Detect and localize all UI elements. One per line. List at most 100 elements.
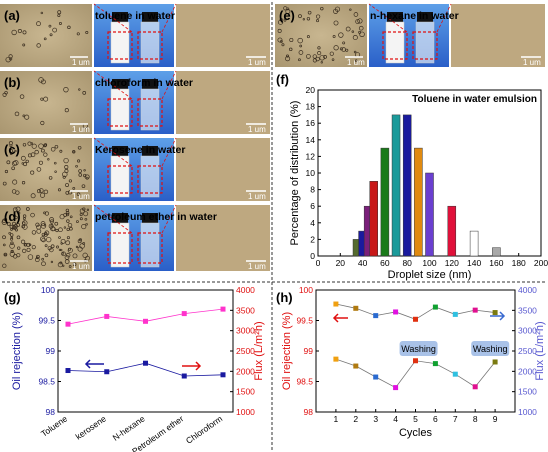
droplet — [30, 170, 35, 175]
droplet — [306, 54, 311, 59]
droplet — [79, 213, 83, 217]
droplet — [9, 233, 14, 237]
zoom-line — [161, 137, 177, 167]
x-tick-label: 7 — [453, 414, 458, 424]
droplet — [21, 181, 26, 185]
droplet — [50, 224, 54, 228]
vial-cap-right — [142, 213, 158, 223]
data-point — [65, 321, 71, 327]
bar — [369, 181, 378, 257]
droplet — [64, 259, 70, 264]
droplet — [10, 228, 13, 231]
droplet — [14, 149, 17, 153]
droplet — [283, 18, 287, 22]
plot-frame — [57, 289, 234, 413]
droplet — [14, 228, 19, 232]
droplet — [30, 152, 36, 158]
droplet — [22, 217, 26, 221]
droplet — [329, 51, 334, 56]
vial-right — [140, 222, 160, 268]
droplet — [5, 56, 11, 63]
droplet — [12, 214, 16, 218]
x-axis-label: Cycles — [399, 427, 433, 439]
droplet — [68, 179, 72, 183]
droplet — [38, 143, 44, 149]
droplet — [323, 55, 327, 59]
data-point — [492, 359, 498, 365]
micrograph-panel-a: (a) toluene in water 1 um 1 um — [0, 3, 270, 67]
droplet — [40, 148, 45, 153]
droplet — [41, 257, 44, 261]
droplet — [64, 169, 69, 173]
droplet — [54, 144, 59, 149]
droplet — [72, 186, 76, 190]
arrow-right-icon — [182, 361, 202, 371]
y-tick-label: 99.5 — [296, 316, 313, 326]
droplet — [62, 175, 66, 179]
droplet — [36, 43, 41, 48]
data-point — [472, 307, 478, 313]
droplet — [332, 35, 336, 38]
droplet — [48, 176, 53, 180]
droplet — [11, 29, 17, 36]
y-tick-label: 16 — [306, 118, 316, 128]
vial-photo — [369, 4, 449, 67]
droplet — [351, 30, 355, 33]
droplet — [68, 265, 72, 268]
vial-photo — [94, 205, 174, 271]
data-point — [413, 358, 418, 364]
arrow-left-icon — [332, 313, 348, 323]
droplet — [10, 241, 14, 245]
droplet — [27, 153, 32, 158]
y2-tick-label: 3500 — [236, 305, 255, 315]
zoom-line — [93, 204, 133, 234]
vial-right — [140, 88, 160, 131]
bar — [425, 172, 434, 257]
droplet — [43, 143, 48, 147]
x-tick-label: N-hexane — [111, 413, 147, 442]
data-point — [393, 309, 399, 315]
droplet — [55, 228, 59, 233]
y-tick-label: 8 — [310, 185, 315, 195]
micrograph-right — [176, 205, 270, 271]
droplet — [9, 152, 13, 155]
droplet — [4, 253, 7, 257]
panel-letter: (h) — [276, 290, 293, 305]
droplet — [36, 228, 42, 234]
data-point — [373, 313, 379, 319]
data-point — [373, 374, 379, 380]
droplet — [298, 14, 302, 19]
droplet — [38, 188, 44, 193]
data-point — [104, 313, 110, 319]
droplet — [355, 19, 361, 24]
data-point — [452, 371, 458, 377]
droplet — [8, 231, 12, 235]
micrograph-panel-b: (b) chloroform in water 1 um 1 um — [0, 70, 270, 134]
droplet — [14, 111, 20, 117]
droplet — [60, 238, 66, 244]
droplet — [43, 152, 48, 157]
scale-label: 1 um — [248, 125, 266, 134]
droplet — [85, 176, 89, 180]
arrow-right-icon — [490, 311, 506, 321]
droplet — [40, 97, 44, 101]
droplet — [57, 10, 62, 15]
data-point — [333, 301, 339, 307]
zoom-line — [161, 204, 177, 234]
y-tick-label: 20 — [306, 85, 316, 95]
vial-right — [415, 21, 435, 64]
droplet — [31, 230, 37, 235]
y-tick-label: 2 — [310, 234, 315, 244]
data-point — [220, 306, 226, 312]
droplet — [281, 43, 285, 47]
droplet — [39, 192, 46, 198]
x-tick-label: 40 — [358, 258, 368, 268]
droplet — [15, 190, 20, 195]
droplet — [57, 13, 61, 17]
micrograph-panel-c: (c) Kerosene in water 1 um 1 um — [0, 137, 270, 201]
droplet — [67, 222, 73, 228]
droplet — [2, 92, 7, 97]
y-tick-label: 100 — [41, 285, 55, 295]
